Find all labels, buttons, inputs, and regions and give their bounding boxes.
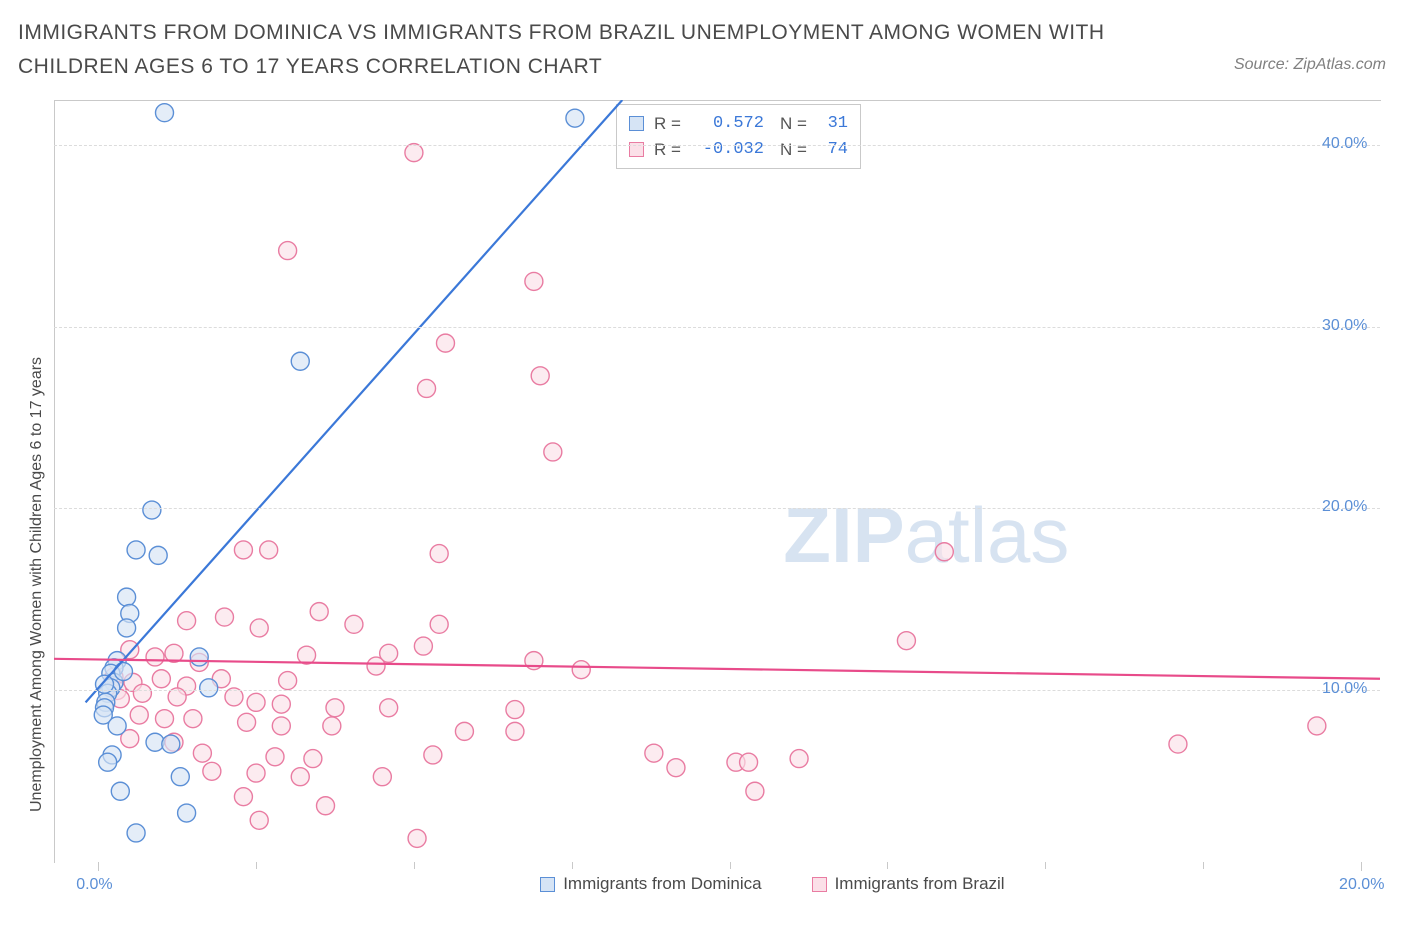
data-point [380,699,398,717]
data-point [156,710,174,728]
data-point [506,701,524,719]
data-point [200,679,218,697]
data-point [118,619,136,637]
gridline [54,508,1380,509]
data-point [152,670,170,688]
data-point [272,695,290,713]
data-point [1169,735,1187,753]
data-point [667,759,685,777]
x-tick-mark [730,862,731,869]
data-point [790,750,808,768]
data-point [373,768,391,786]
data-point [291,768,309,786]
data-point [99,753,117,771]
data-point [317,797,335,815]
trend-line [86,100,623,702]
data-point [740,753,758,771]
y-tick-label: 20.0% [1322,498,1367,516]
data-point [247,764,265,782]
x-tick-mark [1203,862,1204,869]
data-point [506,722,524,740]
data-point [203,762,221,780]
data-point [367,657,385,675]
data-point [525,272,543,290]
data-point [291,352,309,370]
data-point [114,663,132,681]
data-point [250,619,268,637]
data-point [238,713,256,731]
x-tick-label: 20.0% [1339,876,1384,894]
data-point [455,722,473,740]
x-tick-mark [256,862,257,869]
data-point [162,735,180,753]
data-point [430,615,448,633]
data-point [746,782,764,800]
data-point [178,804,196,822]
data-point [418,379,436,397]
data-point [645,744,663,762]
gridline [54,327,1380,328]
chart-svg [0,0,1406,930]
trend-line [54,659,1380,679]
data-point [430,545,448,563]
data-point [272,717,290,735]
data-point [190,648,208,666]
data-point [424,746,442,764]
x-tick-label: 0.0% [76,876,112,894]
data-point [127,541,145,559]
data-point [531,367,549,385]
data-point [897,632,915,650]
y-tick-label: 40.0% [1322,135,1367,153]
data-point [566,109,584,127]
data-point [345,615,363,633]
data-point [544,443,562,461]
data-point [935,543,953,561]
data-point [260,541,278,559]
data-point [436,334,454,352]
data-point [408,829,426,847]
data-point [310,603,328,621]
data-point [326,699,344,717]
x-tick-mark [1045,862,1046,869]
data-point [133,684,151,702]
data-point [118,588,136,606]
data-point [266,748,284,766]
data-point [414,637,432,655]
y-tick-label: 10.0% [1322,680,1367,698]
data-point [156,104,174,122]
data-point [323,717,341,735]
data-point [215,608,233,626]
data-point [572,661,590,679]
data-point [143,501,161,519]
data-point [178,612,196,630]
data-point [127,824,145,842]
gridline [54,145,1380,146]
data-point [279,672,297,690]
data-point [234,788,252,806]
data-point [111,782,129,800]
data-point [184,710,202,728]
x-tick-mark [1361,862,1362,871]
data-point [234,541,252,559]
data-point [149,546,167,564]
data-point [146,648,164,666]
x-tick-mark [887,862,888,869]
data-point [247,693,265,711]
data-point [171,768,189,786]
data-point [130,706,148,724]
x-tick-mark [572,862,573,869]
data-point [108,717,126,735]
data-point [279,242,297,260]
data-point [304,750,322,768]
data-point [193,744,211,762]
x-tick-mark [98,862,99,871]
x-tick-mark [414,862,415,869]
data-point [250,811,268,829]
gridline [54,690,1380,691]
y-tick-label: 30.0% [1322,317,1367,335]
data-point [1308,717,1326,735]
